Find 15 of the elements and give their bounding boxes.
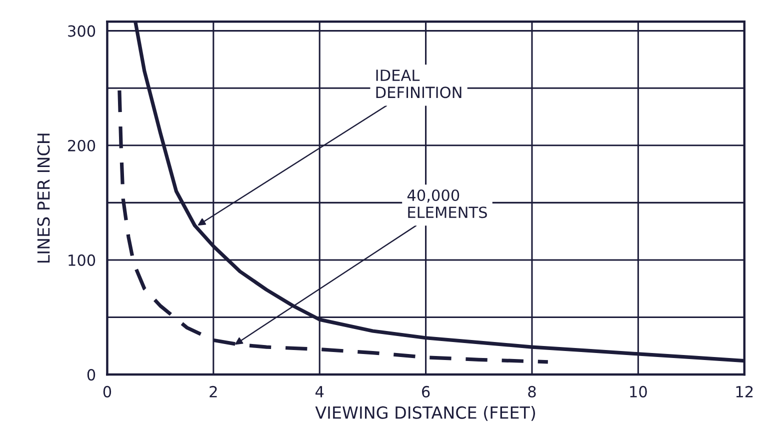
- y-axis-title: LINES PER INCH: [37, 134, 50, 263]
- x-tick-label: 6: [422, 386, 430, 398]
- y-tick-label: 100: [68, 254, 96, 266]
- y-tick-label: 300: [68, 25, 96, 37]
- annotation: IDEAL DEFINITION: [376, 70, 462, 98]
- x-axis-title: VIEWING DISTANCE (FEET): [315, 406, 536, 421]
- x-tick-label: 2: [210, 386, 217, 398]
- y-tick-label: 200: [68, 140, 96, 152]
- x-tick-label: 10: [630, 386, 647, 398]
- y-tick-label: 0: [87, 369, 96, 381]
- x-tick-label: 12: [736, 386, 753, 398]
- x-tick-label: 0: [103, 386, 112, 398]
- x-tick-label: 8: [528, 386, 536, 398]
- x-tick-label: 4: [315, 386, 324, 398]
- annotation: 40,000 ELEMENTS: [407, 189, 487, 218]
